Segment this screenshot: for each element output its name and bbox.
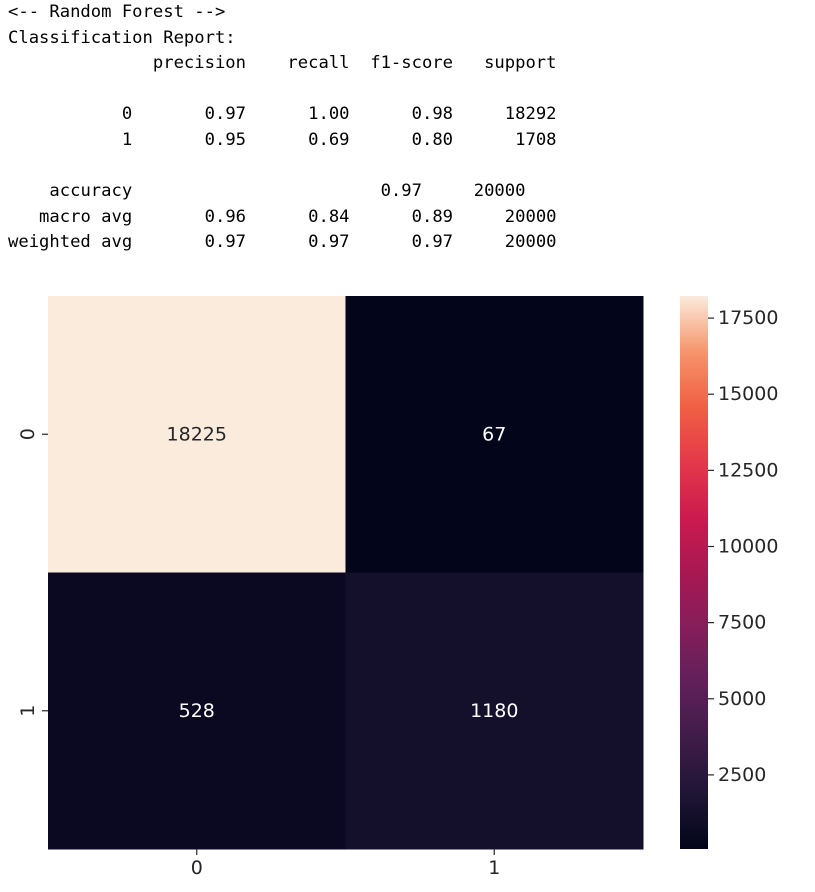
report-row-class-0: 0 0.97 1.00 0.98 18292: [8, 102, 557, 128]
heatmap-annotations: 18225 67 528 1180: [167, 423, 519, 722]
report-column-header: precision recall f1-score support: [8, 51, 557, 77]
heatmap-cell: [345, 296, 644, 573]
colorbar-tick-label: 5000: [718, 688, 766, 710]
colorbar-axis: 2500 5000 7500 10000 12500 15000 17500: [708, 307, 778, 786]
cell-f1-score: 0.89: [411, 206, 454, 227]
column-header-precision: precision: [152, 53, 247, 74]
report-row-weighted-avg: weighted avg 0.97 0.97 0.97 20000: [8, 230, 557, 256]
cell-precision: 0.96: [204, 206, 247, 227]
cell-annotation: 18225: [167, 423, 227, 445]
pad: [246, 232, 308, 252]
pad: [422, 181, 474, 201]
colorbar-tick-label: 17500: [718, 307, 778, 329]
x-tick-label: 0: [191, 857, 203, 879]
pad: [350, 130, 412, 150]
cell-precision: 0.97: [204, 104, 247, 125]
report-row-accuracy: accuracy 0.97 20000: [8, 179, 557, 205]
pad: [246, 53, 287, 73]
cell-support: 20000: [504, 206, 557, 227]
cell-annotation: 1180: [470, 700, 518, 722]
pad: [132, 207, 204, 227]
colorbar-tick-label: 10000: [718, 535, 778, 557]
cell-f1-score: 0.80: [411, 129, 454, 150]
pad: [350, 53, 371, 73]
report-row-macro-avg: macro avg 0.96 0.84 0.89 20000: [8, 205, 557, 231]
heatmap-cell: [48, 572, 346, 850]
y-axis: 01: [17, 428, 48, 717]
colorbar-tick-label: 15000: [718, 383, 778, 405]
pad: [8, 130, 122, 150]
pad: [453, 130, 515, 150]
colorbar-tick-label: 12500: [718, 459, 778, 481]
cell-recall: 0.97: [308, 232, 350, 253]
row-label: accuracy: [49, 181, 133, 202]
pad: [132, 104, 204, 124]
report-row-class-1: 1 0.95 0.69 0.80 1708: [8, 128, 557, 154]
report-blank-line: [8, 154, 557, 180]
pad: [8, 181, 49, 201]
report-title: Classification Report:: [8, 27, 236, 48]
pad: [132, 232, 204, 252]
pad: [246, 104, 308, 124]
cell-precision: 0.97: [204, 232, 247, 253]
cell-annotation: 67: [482, 423, 506, 445]
pad: [132, 181, 380, 201]
pad: [8, 53, 153, 73]
pad: [8, 104, 122, 124]
cell-support: 1708: [515, 129, 557, 150]
heatmap-cell: [345, 572, 644, 850]
pad: [132, 130, 204, 150]
pad: [350, 232, 412, 252]
pad: [453, 207, 505, 227]
cell-support: 20000: [473, 181, 526, 202]
heatmap-cell: [48, 296, 346, 573]
pad: [8, 207, 39, 227]
cell-recall: 0.84: [308, 206, 350, 227]
column-header-f1-score: f1-score: [370, 53, 454, 74]
pad: [246, 207, 308, 227]
colorbar: [680, 296, 708, 849]
cell-f1-score: 0.97: [380, 181, 422, 202]
pad: [453, 232, 505, 252]
column-header-support: support: [484, 53, 557, 74]
row-label: weighted avg: [8, 232, 133, 253]
pad: [453, 104, 505, 124]
pad: [453, 53, 484, 73]
cell-precision: 0.95: [204, 129, 247, 150]
cell-support: 20000: [504, 232, 557, 253]
cell-support: 18292: [504, 104, 557, 125]
cell-recall: 1.00: [308, 104, 350, 125]
y-tick-label: 1: [17, 705, 39, 717]
cell-annotation: 528: [179, 700, 215, 722]
row-label: macro avg: [39, 206, 133, 227]
colorbar-tick-label: 2500: [718, 764, 766, 786]
report-blank-line: [8, 77, 557, 103]
pad: [350, 207, 412, 227]
column-header-recall: recall: [287, 53, 350, 74]
row-label: 0: [121, 104, 133, 125]
y-tick-label: 0: [17, 428, 39, 440]
cell-f1-score: 0.98: [411, 104, 454, 125]
report-header-comment: <-- Random Forest -->: [8, 2, 226, 22]
row-label: 1: [121, 129, 133, 150]
classification-report: <-- Random Forest --> Classification Repo…: [8, 0, 557, 256]
x-tick-label: 1: [488, 857, 500, 879]
cell-recall: 0.69: [308, 129, 350, 150]
cell-f1-score: 0.97: [411, 232, 454, 253]
heatmap-cells: [48, 296, 644, 850]
colorbar-tick-label: 7500: [718, 612, 766, 634]
pad: [246, 130, 308, 150]
pad: [350, 104, 412, 124]
